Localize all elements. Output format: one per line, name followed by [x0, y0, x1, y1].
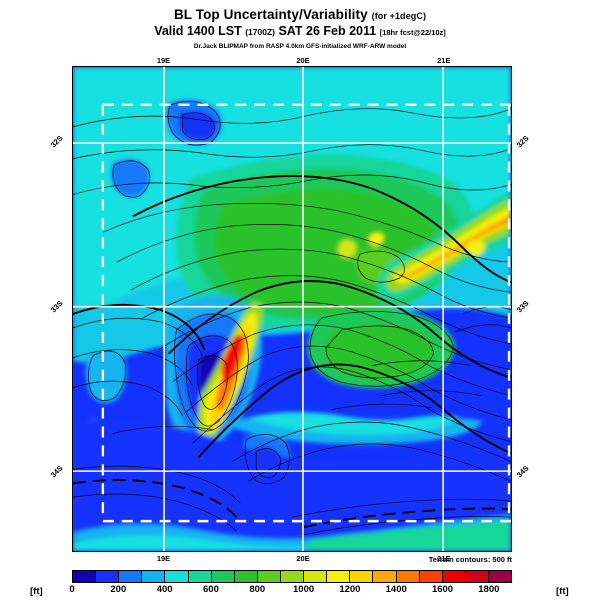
colorbar-swatch-16: [442, 571, 466, 582]
y-tick-33S: 33S: [48, 298, 65, 314]
colorbar-tick-1400: 1400: [385, 584, 407, 595]
colorbar-swatch-4: [165, 571, 189, 582]
colorbar-tick-1800: 1800: [478, 584, 500, 595]
colorbar-swatch-17: [465, 571, 489, 582]
valid-date: SAT 26 Feb 2011: [278, 24, 377, 38]
colorbar-tick-1200: 1200: [339, 584, 361, 595]
chart-title-block: BL Top Uncertainty/Variability (for +1de…: [0, 8, 600, 51]
colorbar-swatch-8: [257, 571, 281, 582]
colorbar-tick-400: 400: [156, 584, 173, 595]
contour-field: [73, 67, 511, 551]
colorbar-swatch-11: [327, 571, 351, 582]
chart-title-main: BL Top Uncertainty/Variability: [173, 7, 368, 22]
colorbar-swatch-13: [373, 571, 397, 582]
x-tick-20E: 20E: [296, 56, 310, 65]
chart-subtitle: Valid 1400 LST (1700Z) SAT 26 Feb 2011 […: [0, 24, 600, 40]
colorbar-swatch-18: [488, 571, 512, 582]
colorbar-swatch-2: [119, 571, 143, 582]
colorbar-tick-800: 800: [249, 584, 266, 595]
colorbar-swatch-5: [188, 571, 212, 582]
forecast-hour: [18hr fcst@22/10z]: [379, 28, 446, 37]
colorbar: [72, 570, 512, 583]
colorbar-tick-200: 200: [110, 584, 127, 595]
colorbar-swatch-10: [304, 571, 328, 582]
chart-title-suffix: (for +1degC): [371, 11, 427, 21]
colorbar-swatch-6: [211, 571, 235, 582]
valid-time-utc: (1700Z): [245, 27, 275, 37]
colorbar-swatch-3: [142, 571, 166, 582]
x-tick-21E: 21E: [437, 56, 451, 65]
colorbar-tick-labels: 0 200 400 600 800 1000 1200 1400 1600 1800: [0, 584, 600, 598]
colorbar-swatch-1: [96, 571, 120, 582]
y-tick-34S: 34S: [48, 463, 65, 480]
colorbar-swatch-7: [234, 571, 258, 582]
colorbar-swatch-12: [350, 571, 374, 582]
colorbar-swatch-14: [396, 571, 420, 582]
colorbar-swatch-9: [280, 571, 305, 582]
x-tick-19E: 19E: [156, 554, 171, 563]
colorbar-swatch-0: [73, 571, 97, 582]
model-attribution: Dr.Jack BLIPMAP from RASP 4.0km GFS-init…: [193, 43, 407, 50]
colorbar-unit-left: [ft]: [30, 586, 43, 597]
colorbar-tick-1000: 1000: [293, 584, 315, 595]
colorbar-unit-right: [ft]: [556, 586, 569, 597]
valid-time: Valid 1400 LST: [154, 24, 242, 38]
colorbar-block: Terrain contours: 500 ft 0 200 400 600 800 10…: [0, 555, 600, 600]
colorbar-tick-1600: 1600: [431, 584, 454, 595]
y-tick-34S: 34S: [514, 463, 531, 480]
x-tick-21E: 21E: [437, 554, 451, 563]
terrain-contour-note: Terrain contours: 500 ft: [428, 555, 512, 564]
y-tick-33S: 33S: [514, 298, 531, 314]
x-tick-19E: 19E: [156, 56, 171, 65]
colorbar-swatch-15: [419, 571, 443, 582]
chart-title: BL Top Uncertainty/Variability (for +1de…: [0, 8, 600, 23]
x-tick-20E: 20E: [296, 554, 310, 563]
colorbar-tick-600: 600: [203, 584, 219, 595]
map-plot-area: [72, 66, 512, 552]
y-tick-32S: 32S: [48, 133, 65, 150]
y-tick-32S: 32S: [514, 133, 531, 150]
colorbar-tick-0: 0: [69, 584, 75, 595]
